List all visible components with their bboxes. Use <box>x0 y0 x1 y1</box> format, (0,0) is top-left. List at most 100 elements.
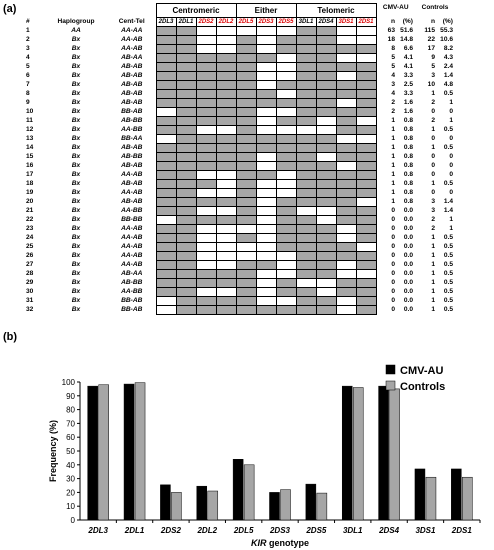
cmv-pct-cell: 14.8 <box>400 36 413 43</box>
cent-tel-cell: BB-AB <box>121 297 143 304</box>
genotype-cell-3dl1 <box>295 260 317 270</box>
bar-cmv-au-2dl3 <box>87 385 98 521</box>
controls-pct-cell: 1 <box>449 225 453 232</box>
table-row: 9 Bx AB-AB 2 1.6 2 1 <box>24 98 455 108</box>
genotype-cell-2dl2 <box>215 80 237 90</box>
genotype-cell-3ds1 <box>335 35 357 45</box>
controls-header: Controls <box>421 3 449 11</box>
genotype-cell-3ds1 <box>335 206 357 216</box>
genotype-cell-2ds4 <box>315 44 337 54</box>
centromeric-header: Centromeric <box>155 3 236 18</box>
cmv-n-cell: 3 <box>391 81 395 88</box>
controls-pct-cell: 1 <box>449 99 453 106</box>
cent-tel-cell: AA-AB <box>121 243 143 250</box>
controls-n-cell: 1 <box>431 261 435 268</box>
x-tick-label-2ds4: 2DS4 <box>378 526 400 535</box>
genotype-cell-2ds4 <box>315 116 337 126</box>
genotype-cell-2dl1 <box>175 224 197 234</box>
genotype-cell-3dl1 <box>295 287 317 297</box>
genotype-cell-3dl1 <box>295 98 317 108</box>
genotype-cell-2ds1 <box>355 35 377 45</box>
row-number: 25 <box>26 243 34 250</box>
cmv-pct-cell: 0.8 <box>403 117 413 124</box>
genotype-cell-2ds2 <box>195 287 217 297</box>
controls-pct-cell: 0.5 <box>443 261 453 268</box>
genotype-cell-2ds3 <box>255 260 277 270</box>
x-tick-label-2dl5: 2DL5 <box>233 526 254 535</box>
genotype-cell-2dl1 <box>175 251 197 261</box>
y-tick-label: 60 <box>66 433 75 442</box>
genotype-cell-2ds3 <box>255 251 277 261</box>
genotype-cell-2dl2 <box>215 251 237 261</box>
bar-cmv-au-2ds2 <box>160 484 171 521</box>
cmv-n-cell: 1 <box>391 162 395 169</box>
genotype-cell-2ds1 <box>355 197 377 207</box>
genotype-cell-2dl1 <box>175 98 197 108</box>
row-number: 19 <box>26 189 34 196</box>
genotype-cell-2ds5 <box>275 260 297 270</box>
genotype-cell-2ds5 <box>275 296 297 306</box>
genotype-cell-2ds4 <box>315 125 337 135</box>
controls-n-cell: 10 <box>427 81 435 88</box>
controls-n-cell: 1 <box>431 243 435 250</box>
table-row: 11 Bx AB-BB 1 0.8 2 1 <box>24 116 455 126</box>
cmv-pct-cell: 0.0 <box>403 297 413 304</box>
x-tick-label-2ds3: 2DS3 <box>269 526 291 535</box>
cmv-n-cell: 5 <box>391 54 395 61</box>
genotype-cell-3dl1 <box>295 197 317 207</box>
genotype-cell-2ds5 <box>275 152 297 162</box>
gene-header-2ds3: 2DS3 <box>255 17 277 27</box>
row-number: 9 <box>26 99 30 106</box>
genotype-cell-2dl2 <box>215 287 237 297</box>
row-number: 11 <box>26 117 33 124</box>
genotype-cell-2ds2 <box>195 80 217 90</box>
controls-n-cell: 1 <box>431 180 435 187</box>
genotype-cell-2ds1 <box>355 287 377 297</box>
gene-header-2dl1: 2DL1 <box>175 17 197 27</box>
genotype-cell-2dl5 <box>235 296 257 306</box>
genotype-cell-2dl3 <box>155 269 177 279</box>
haplogroup-header: Haplogroup <box>57 18 95 25</box>
controls-n-cell: 1 <box>431 270 435 277</box>
genotype-cell-2dl1 <box>175 179 197 189</box>
number-header: # <box>26 18 30 25</box>
genotype-cell-2dl1 <box>175 269 197 279</box>
genotype-cell-2ds3 <box>255 296 277 306</box>
cmv-n-cell: 0 <box>391 279 395 286</box>
controls-n-cell: 9 <box>431 54 435 61</box>
genotype-cell-2dl2 <box>215 53 237 63</box>
haplogroup-cell: Bx <box>71 126 81 133</box>
genotype-cell-2dl2 <box>215 116 237 126</box>
genotype-cell-2ds1 <box>355 179 377 189</box>
cmv-pct-cell: 6.6 <box>403 45 413 52</box>
genotype-cell-3dl1 <box>295 143 317 153</box>
genotype-cell-2ds5 <box>275 161 297 171</box>
genotype-cell-2dl3 <box>155 251 177 261</box>
cmv-n-cell: 1 <box>391 126 395 133</box>
cmv-n-cell: 1 <box>391 189 395 196</box>
genotype-cell-2ds5 <box>275 179 297 189</box>
controls-pct-cell: 0 <box>449 162 453 169</box>
cmv-pct-cell: 0.8 <box>403 198 413 205</box>
genotype-cell-3ds1 <box>335 242 357 252</box>
genotype-cell-2ds4 <box>315 224 337 234</box>
genotype-cell-2ds2 <box>195 188 217 198</box>
genotype-cell-2ds5 <box>275 53 297 63</box>
genotype-cell-2ds1 <box>355 107 377 117</box>
controls-n-cell: 1 <box>431 234 435 241</box>
controls-n-cell: 3 <box>431 72 435 79</box>
controls-pct-cell: 8.2 <box>443 45 453 52</box>
row-number: 30 <box>26 288 34 295</box>
genotype-cell-2ds1 <box>355 152 377 162</box>
genotype-cell-3ds1 <box>335 215 357 225</box>
controls-n-cell: 0 <box>431 135 435 142</box>
genotype-cell-2ds4 <box>315 134 337 144</box>
genotype-cell-2ds5 <box>275 98 297 108</box>
genotype-cell-2ds2 <box>195 71 217 81</box>
genotype-cell-2dl1 <box>175 305 197 315</box>
genotype-cell-2ds5 <box>275 224 297 234</box>
y-tick-label: 80 <box>66 406 75 415</box>
bar-cmv-au-3dl1 <box>341 385 353 521</box>
cmv-pct-cell: 0.8 <box>403 189 413 196</box>
controls-n-cell: 0 <box>431 171 435 178</box>
